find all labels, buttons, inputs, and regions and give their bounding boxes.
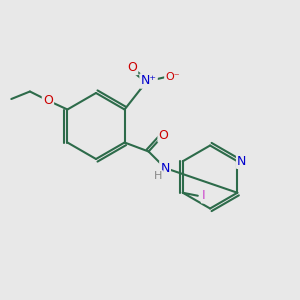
Text: O: O — [159, 128, 169, 142]
Text: N⁺: N⁺ — [141, 74, 157, 88]
Text: O: O — [127, 61, 137, 74]
Text: O: O — [43, 94, 53, 107]
Text: N: N — [237, 155, 247, 168]
Text: H: H — [154, 171, 163, 182]
Text: N: N — [160, 161, 170, 175]
Text: O⁻: O⁻ — [165, 71, 180, 82]
Text: I: I — [202, 189, 206, 202]
